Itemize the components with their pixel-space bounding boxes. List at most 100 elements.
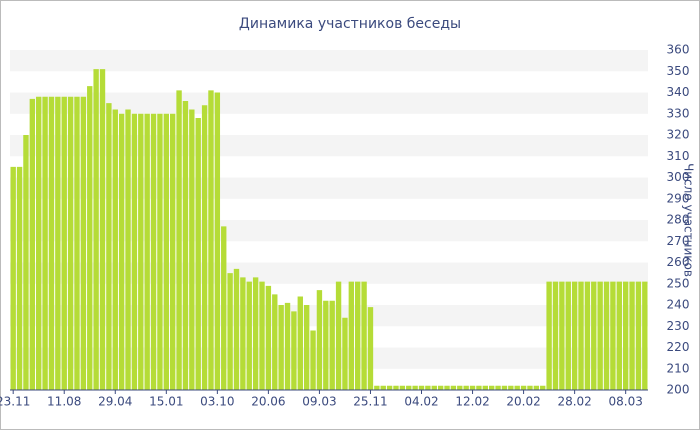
bar (221, 226, 227, 390)
x-tick-label: 29.04 (98, 395, 132, 409)
bar (208, 90, 214, 390)
bar (527, 385, 533, 390)
bar (437, 385, 444, 390)
bar (80, 96, 87, 390)
bar (444, 385, 450, 390)
bar (23, 135, 29, 390)
bar (227, 273, 233, 390)
bar (29, 98, 36, 390)
bar (36, 96, 42, 390)
bar (546, 281, 552, 390)
x-tick-label: 03.10 (200, 395, 234, 409)
bar (597, 281, 603, 390)
bar (87, 86, 93, 390)
y-tick-label: 300 (667, 170, 690, 184)
x-tick-label: 20.02 (506, 395, 540, 409)
grid-band (10, 220, 648, 242)
y-tick-label: 260 (667, 255, 690, 269)
bar (233, 268, 240, 390)
bar (571, 281, 578, 390)
bar (418, 385, 425, 390)
bar (342, 317, 348, 390)
y-tick-label: 280 (667, 213, 690, 227)
bar (16, 166, 23, 390)
bar (150, 113, 157, 390)
bar (603, 281, 610, 390)
bar (540, 385, 546, 390)
y-tick-label: 340 (667, 85, 690, 99)
bar (310, 330, 316, 390)
bar (552, 281, 559, 390)
bar (559, 281, 565, 390)
bar (284, 302, 291, 390)
grid-band (10, 50, 648, 72)
bar (163, 113, 169, 390)
y-tick-label: 360 (667, 43, 690, 57)
bar (476, 385, 482, 390)
x-tick-label: 11.08 (47, 395, 81, 409)
bar (380, 385, 386, 390)
x-tick-label: 12.02 (455, 395, 489, 409)
y-tick-label: 200 (667, 383, 690, 397)
y-tick-label: 310 (667, 149, 690, 163)
bar (425, 385, 431, 390)
bar (10, 166, 16, 390)
bar (374, 385, 380, 390)
bar (642, 281, 648, 390)
bar (629, 281, 635, 390)
bar (393, 385, 399, 390)
x-tick-label: 23.11 (0, 395, 30, 409)
bar (176, 90, 182, 390)
bar (316, 290, 323, 390)
grid-band (10, 135, 648, 157)
x-tick-label: 28.02 (557, 395, 591, 409)
bar (514, 385, 520, 390)
bar (99, 69, 106, 390)
bar (189, 109, 195, 390)
bar (182, 101, 189, 390)
bar (55, 96, 61, 390)
bar (635, 281, 642, 390)
bar (501, 385, 508, 390)
x-tick-label: 08.03 (608, 395, 642, 409)
bar (106, 103, 112, 390)
y-tick-label: 230 (667, 319, 690, 333)
bar (329, 300, 335, 390)
bar (412, 385, 418, 390)
bar (463, 385, 469, 390)
bar (469, 385, 476, 390)
x-tick-label: 09.03 (302, 395, 336, 409)
bar (201, 105, 208, 390)
grid-band (10, 305, 648, 327)
bar (578, 281, 584, 390)
bar (157, 113, 163, 390)
bar (591, 281, 597, 390)
bar (170, 113, 176, 390)
bar (272, 294, 278, 390)
bar (520, 385, 527, 390)
bar (457, 385, 463, 390)
bar (246, 281, 252, 390)
bar (252, 277, 259, 390)
bar (431, 385, 437, 390)
y-tick-label: 350 (667, 64, 690, 78)
bar (355, 281, 361, 390)
bar (265, 285, 272, 390)
bar (291, 311, 297, 390)
bar (482, 385, 488, 390)
bar (61, 96, 67, 390)
bar (348, 281, 355, 390)
x-tick-label: 04.02 (404, 395, 438, 409)
bar (610, 281, 616, 390)
bar (112, 109, 118, 390)
bar (361, 281, 367, 390)
bar (74, 96, 80, 390)
bar (259, 281, 265, 390)
grid-band (10, 262, 648, 284)
bar (533, 385, 540, 390)
grid-band (10, 92, 648, 114)
bar (367, 307, 374, 390)
bar (144, 113, 150, 390)
bar (67, 96, 74, 390)
